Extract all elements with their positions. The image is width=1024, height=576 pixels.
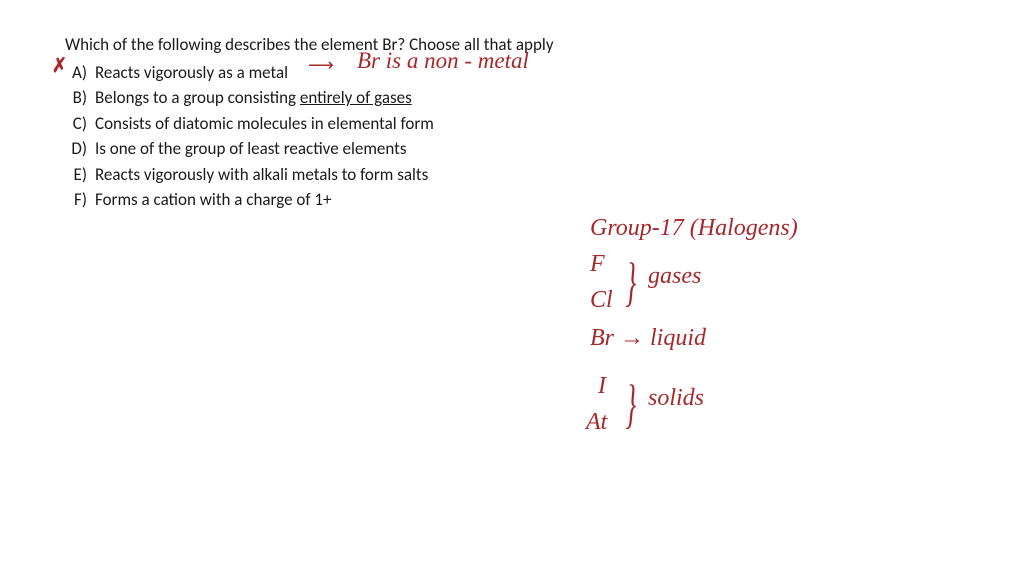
option-text: Forms a cation with a charge of 1+ <box>95 187 331 213</box>
option-letter: E) <box>65 162 87 188</box>
liquid-label: liquid <box>650 325 706 351</box>
option-letter: D) <box>65 136 87 162</box>
solids-elements: I At <box>586 368 607 440</box>
gases-group: F Cl } gases <box>590 246 798 316</box>
option-letter: A) <box>65 60 87 86</box>
option-c: C) Consists of diatomic molecules in ele… <box>65 111 554 137</box>
option-text: Belongs to a group consisting entirely o… <box>95 85 412 111</box>
brace-icon: } <box>625 242 636 323</box>
group-title: Group-17 (Halogens) <box>590 210 798 246</box>
option-d: D) Is one of the group of least reactive… <box>65 136 554 162</box>
solids-group: I At } solids <box>590 368 798 438</box>
option-text: Is one of the group of least reactive el… <box>95 136 406 162</box>
gases-elements: F Cl <box>590 246 613 318</box>
option-f: F) Forms a cation with a charge of 1+ <box>65 187 554 213</box>
annotation-a: Br is a non - metal <box>357 48 529 74</box>
arrow-icon: → <box>620 325 644 351</box>
option-letter: B) <box>65 85 87 111</box>
halogens-notes: Group-17 (Halogens) F Cl } gases Br → li… <box>590 210 798 438</box>
option-letter: C) <box>65 111 87 137</box>
option-text: Reacts vigorously as a metal <box>95 60 288 86</box>
option-b: B) Belongs to a group consisting entirel… <box>65 85 554 111</box>
option-text: Reacts vigorously with alkali metals to … <box>95 162 428 188</box>
arrow-icon: ⟶ <box>308 55 334 76</box>
liquid-group: Br → liquid <box>590 320 798 360</box>
brace-icon: } <box>625 364 636 445</box>
solids-label: solids <box>648 380 704 416</box>
option-text: Consists of diatomic molecules in elemen… <box>95 111 434 137</box>
gases-label: gases <box>648 258 701 294</box>
option-e: E) Reacts vigorously with alkali metals … <box>65 162 554 188</box>
option-letter: F) <box>65 187 87 213</box>
x-mark-icon: ✗ <box>52 53 67 78</box>
